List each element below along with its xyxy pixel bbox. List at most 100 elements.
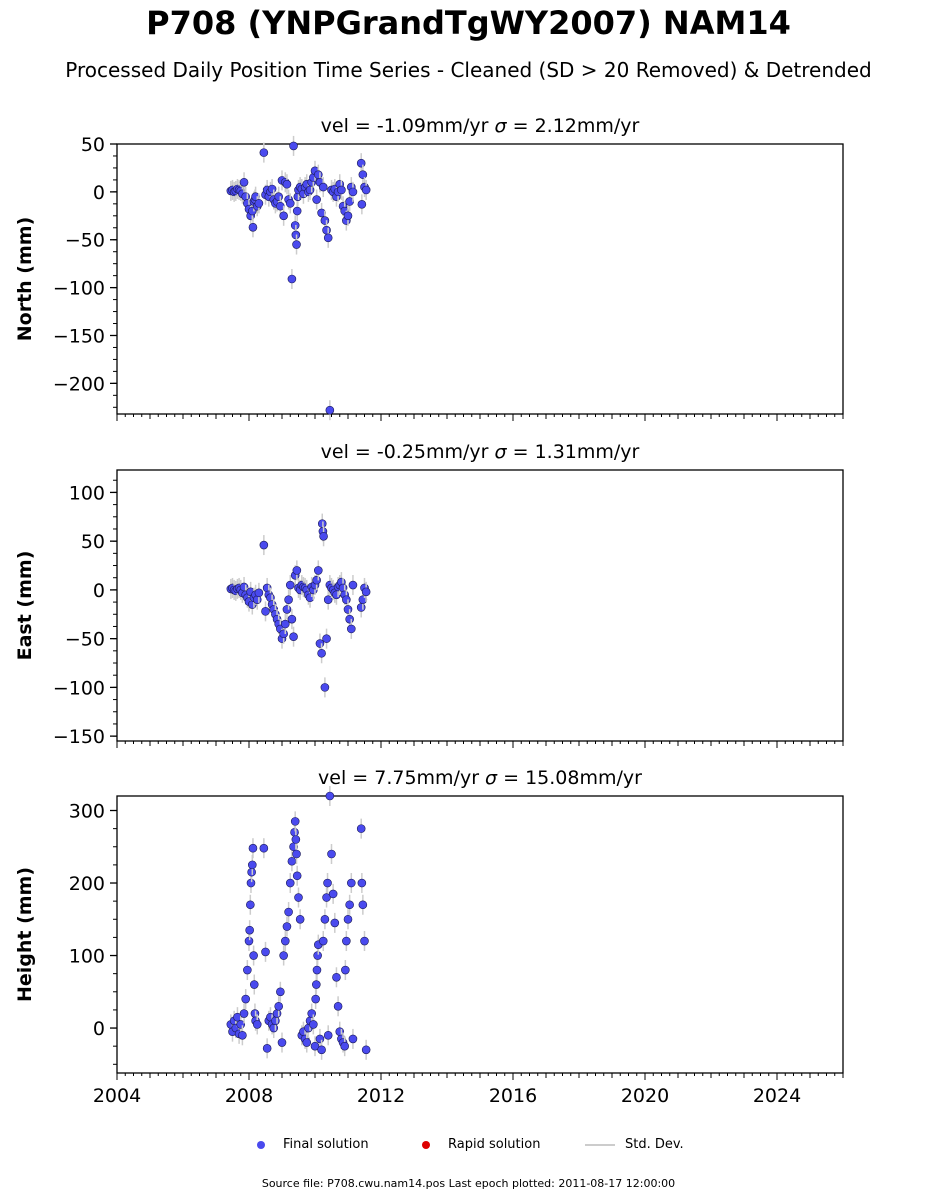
height-data-point (361, 1045, 371, 1055)
height-x-tick-label: 2020 (621, 1085, 669, 1107)
north-data-point (337, 185, 346, 195)
height-data-point (274, 1001, 284, 1011)
north-y-tick-label: 0 (93, 182, 105, 204)
east-data-point (320, 683, 330, 692)
page-subtitle: Processed Daily Position Time Series - C… (65, 58, 872, 82)
north-data-point (292, 240, 301, 249)
time-series-charts: vel = -1.09mm/yr σ = 2.12mm/yr North (mm)… (14, 115, 844, 1107)
east-data-point (313, 566, 323, 575)
east-data-point (261, 607, 270, 616)
height-data-point (245, 925, 254, 935)
height-data-point (259, 843, 269, 853)
height-data-point (285, 878, 295, 888)
east-data-point (317, 648, 326, 658)
north-data-point (357, 200, 367, 209)
height-data-point (312, 965, 322, 975)
height-data-point (332, 972, 341, 982)
north-data-point (285, 199, 295, 208)
height-data-point (323, 1030, 333, 1040)
height-x-tick-label: 2004 (93, 1085, 141, 1107)
height-data-point (322, 893, 331, 902)
height-data-point (277, 1038, 287, 1047)
east-data-point (289, 632, 298, 641)
east-data-point (356, 603, 366, 612)
height-data-point (241, 994, 250, 1004)
height-data-point (284, 907, 293, 917)
legend-final-solution: Final solution (257, 1137, 369, 1152)
height-data-point (272, 1009, 282, 1018)
height-data-point (287, 856, 297, 866)
height-data-point (310, 1041, 320, 1051)
height-data-point (358, 900, 368, 910)
north-y-tick-label: −50 (65, 230, 105, 252)
height-x-tick-label: 2024 (753, 1085, 801, 1107)
height-plot-frame (116, 795, 844, 1074)
height-data-point (292, 871, 302, 881)
east-data-point (343, 605, 353, 614)
east-y-tick-label: 50 (81, 531, 105, 553)
east-data-point (254, 588, 264, 598)
east-y-tick-label: 100 (69, 482, 105, 504)
height-data-point (238, 1030, 247, 1040)
height-data-point (311, 994, 320, 1004)
height-x-tick-label: 2016 (489, 1085, 537, 1107)
north-data-point (356, 158, 366, 168)
north-y-tick-label: −200 (53, 373, 105, 395)
height-data-point (328, 889, 338, 899)
north-data-point (358, 170, 368, 179)
height-data-point (239, 1009, 249, 1018)
east-plot-frame (116, 469, 844, 742)
east-data-point (285, 580, 295, 590)
height-data-point (262, 1044, 272, 1053)
east-data-point (345, 614, 354, 624)
east-data-point (284, 595, 293, 604)
east-data-point (279, 629, 288, 639)
east-data-point (322, 634, 331, 643)
height-data-point (271, 1016, 280, 1026)
height-data-point (360, 936, 369, 946)
north-data-point (248, 222, 258, 232)
height-data-point (315, 1034, 325, 1044)
north-y-tick-label: −150 (53, 325, 105, 347)
std-dev-line-icon (585, 1143, 615, 1146)
height-data-point (307, 1009, 317, 1018)
north-data-point (287, 274, 297, 284)
north-data-point (348, 187, 358, 197)
height-y-tick-label: 0 (93, 1018, 105, 1040)
page-title: P708 (YNPGrandTgWY2007) NAM14 (146, 4, 791, 42)
east-y-tick-label: −100 (53, 677, 105, 699)
height-data-point (290, 817, 300, 826)
rapid-solution-marker-icon (422, 1140, 430, 1149)
north-data-point (343, 211, 353, 221)
height-data-point (341, 965, 350, 975)
height-data-point (252, 1020, 262, 1029)
height-data-point (248, 843, 258, 853)
height-data-point (302, 1038, 312, 1047)
height-data-point (345, 900, 354, 910)
height-x-tick-label: 2012 (357, 1085, 405, 1107)
height-data-point (343, 914, 353, 924)
north-plot-frame (116, 143, 844, 415)
height-data-point (317, 1045, 326, 1055)
legend-rapid-solution: Rapid solution (422, 1137, 540, 1152)
height-data-point (291, 835, 301, 844)
height-data-point (325, 791, 335, 801)
height-vel-title: vel = 7.75mm/yr σ = 15.08mm/yr (318, 767, 642, 789)
height-data-point (279, 951, 288, 960)
legend-final-label: Final solution (283, 1137, 369, 1152)
north-data-point (361, 185, 371, 195)
north-data-point (282, 179, 292, 189)
east-y-axis-label: East (mm) (14, 551, 36, 661)
height-y-tick-label: 100 (69, 946, 105, 968)
height-data-point (261, 947, 270, 957)
height-data-point (333, 1001, 343, 1011)
east-data-point (287, 614, 297, 624)
height-data-point (249, 951, 258, 960)
height-data-point (327, 849, 336, 859)
north-y-tick-label: 50 (81, 134, 105, 156)
height-data-point (292, 849, 301, 859)
north-data-point (322, 225, 331, 235)
north-data-point (292, 206, 302, 216)
height-y-tick-label: 200 (69, 873, 105, 895)
height-data-point (312, 980, 321, 989)
